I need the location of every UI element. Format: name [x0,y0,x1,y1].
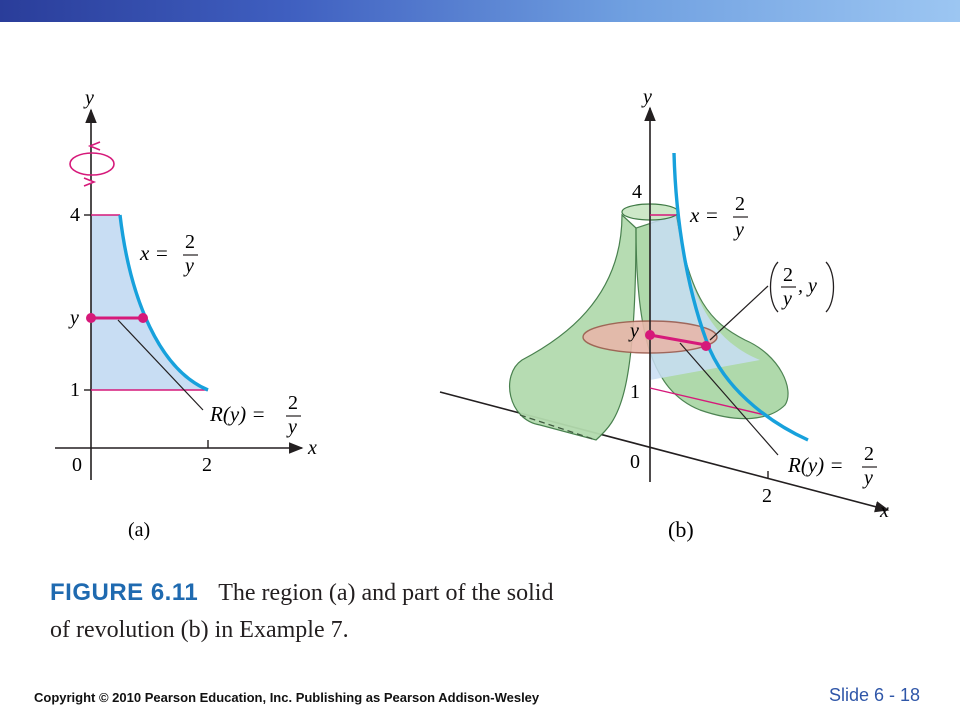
tick-label-2: 2 [202,454,212,476]
solid-of-revolution [509,213,637,441]
tick-label-1: 1 [630,381,640,403]
figure-caption: FIGURE 6.11 The region (a) and part of th… [50,574,570,649]
radius-equation-den: y [286,416,297,438]
tick-label-2: 2 [762,485,772,507]
copyright-notice: Copyright © 2010 Pearson Education, Inc.… [34,690,540,705]
point-y: , y [798,275,817,297]
curve-x-2-over-y [118,214,209,392]
radius-equation-num: 2 [864,443,874,465]
panel-b: y x 4 y 1 0 2 x = 2 y 2 y , y R(y) = 2 y… [439,86,890,542]
curve-equation-num: 2 [735,193,745,215]
radius-equation-num: 2 [288,392,298,414]
radius-equation-lhs: R(y) = [787,453,844,477]
tick-label-1: 1 [70,379,80,401]
radius-end-point [701,341,711,351]
left-paren [769,261,779,313]
hidden-edge [519,414,597,441]
x-axis-oblique [439,391,890,513]
figure-label: FIGURE 6.11 [50,579,199,606]
shaded-region [91,215,208,390]
point-label: 2 y , y [769,261,835,313]
base-boundary [649,387,766,416]
radius-equation-den: y [862,467,873,489]
point-den: y [781,288,792,310]
y-axis-label: y [641,86,652,108]
curve-equation-den: y [183,255,194,277]
figure: y x 4 y 1 0 2 x = 2 y R(y) = 2 y (a) [55,86,890,542]
point-leader-line [709,285,769,341]
x-axis-label: x [307,437,317,459]
tick-label-0: 0 [630,451,640,473]
panel-label-a: (a) [128,519,150,541]
curve-equation-lhs: x = [139,241,169,265]
radius-start-point [86,313,96,323]
radius-start-point [645,330,655,340]
radius-leader-line [679,342,779,456]
tick-label-0: 0 [72,454,82,476]
panel-label-b: (b) [668,517,694,542]
slide-number: Slide 6 - 18 [828,685,920,705]
radius-equation-lhs: R(y) = [209,402,266,426]
tick-label-y: y [628,320,639,342]
right-paren [825,261,835,313]
panel-a: y x 4 y 1 0 2 x = 2 y R(y) = 2 y (a) [55,87,317,541]
radius-leader-line [117,319,204,411]
tick-label-4: 4 [70,204,80,226]
radius-segment [649,333,707,347]
tick-label-y: y [68,307,79,329]
point-num: 2 [783,264,793,286]
rotation-arrow-icon [69,141,115,187]
radius-end-point [138,313,148,323]
x-axis-label: x [879,500,889,522]
y-axis-label: y [83,87,94,109]
curve-equation-lhs: x = [689,203,719,227]
curve-equation-num: 2 [185,231,195,253]
curve-equation-den: y [733,219,744,241]
tick-label-4: 4 [632,181,642,203]
top-banner [0,0,960,22]
caption-text: The region (a) and part of the solid of … [50,580,554,643]
